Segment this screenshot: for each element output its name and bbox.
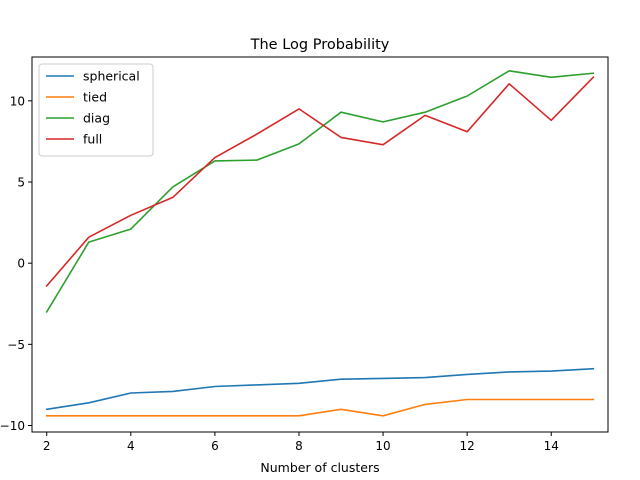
axes-frame (31, 56, 609, 433)
x-tick-label: 12 (460, 439, 475, 453)
y-tick-label: −10 (0, 419, 25, 433)
legend-label-full: full (83, 132, 102, 147)
y-tick-label: 0 (17, 257, 25, 271)
chart-title: The Log Probability (250, 37, 390, 53)
legend-label-diag: diag (83, 111, 110, 126)
x-axis-label: Number of clusters (260, 460, 379, 475)
legend-box (38, 63, 154, 157)
x-tick-label: 2 (43, 439, 51, 453)
x-tick-label: 6 (211, 439, 219, 453)
x-tick-label: 4 (127, 439, 135, 453)
x-tick-label: 14 (544, 439, 559, 453)
plot-series-group (45, 70, 595, 417)
y-tick-label: −5 (7, 338, 25, 352)
legend-label-spherical: spherical (83, 69, 140, 84)
x-tick-label: 8 (295, 439, 303, 453)
series-line-spherical (45, 367, 595, 411)
y-tick-label: 5 (17, 176, 25, 190)
legend-label-tied: tied (83, 90, 107, 105)
series-line-diag (45, 70, 595, 313)
x-tick-label: 10 (375, 439, 390, 453)
series-line-tied (45, 398, 595, 417)
series-line-full (45, 76, 595, 288)
legend: spherical tied diag full (38, 63, 154, 157)
y-tick-label: 10 (10, 94, 25, 108)
axes-group: 2 4 6 8 10 12 14 −10 −5 0 5 10 (0, 56, 609, 453)
